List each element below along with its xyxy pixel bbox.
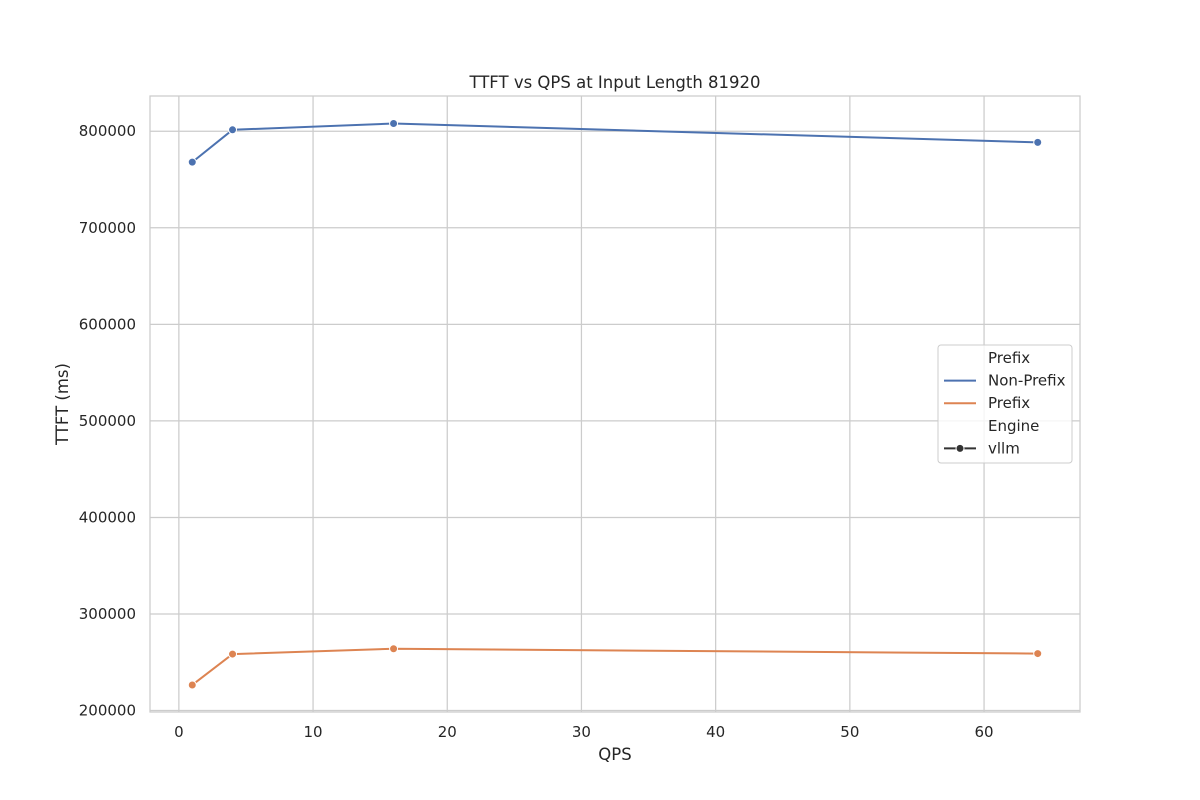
legend-group-title: Engine (988, 417, 1039, 435)
x-tick-label: 10 (304, 723, 323, 741)
tick-layer: 0 10 20 30 40 50 60 200000 300000 400000 500000 600… (79, 122, 994, 741)
x-axis-title: QPS (598, 745, 631, 764)
y-tick-label: 700000 (79, 219, 136, 237)
data-point (389, 644, 399, 654)
data-point (1033, 137, 1043, 147)
y-tick-label: 800000 (79, 122, 136, 140)
data-point (1033, 649, 1043, 659)
legend-label: Prefix (988, 394, 1030, 412)
data-point (228, 125, 238, 135)
legend-label: Non-Prefix (988, 372, 1066, 390)
plot-frame (149, 95, 1081, 713)
x-tick-label: 50 (840, 723, 859, 741)
plot-area (150, 96, 1080, 712)
x-tick-label: 60 (975, 723, 994, 741)
data-point (228, 649, 238, 659)
legend-group-title: Prefix (988, 349, 1030, 367)
series-line-non-prefix (191, 122, 1039, 164)
chart-title: TTFT vs QPS at Input Length 81920 (468, 73, 760, 92)
legend-label: vllm (988, 439, 1020, 457)
y-tick-label: 600000 (79, 315, 136, 333)
legend-entries: Prefix Non-Prefix Prefix Engine vllm (944, 349, 1066, 457)
y-axis-title: TTFT (ms) (53, 363, 72, 446)
legend: Prefix Non-Prefix Prefix Engine vllm (937, 344, 1073, 464)
y-tick-label: 500000 (79, 412, 136, 430)
data-point (187, 157, 197, 167)
y-tick-label: 200000 (79, 702, 136, 720)
y-tick-label: 300000 (79, 605, 136, 623)
data-point (389, 119, 399, 129)
legend-marker-swatch (955, 443, 965, 453)
x-tick-label: 0 (174, 723, 184, 741)
data-point (187, 680, 197, 690)
series-layer (187, 119, 1043, 690)
y-tick-label: 400000 (79, 508, 136, 526)
series-line-prefix (191, 647, 1039, 686)
legend-box (937, 344, 1073, 464)
x-tick-label: 40 (706, 723, 725, 741)
x-tick-label: 30 (572, 723, 591, 741)
x-tick-label: 20 (438, 723, 457, 741)
